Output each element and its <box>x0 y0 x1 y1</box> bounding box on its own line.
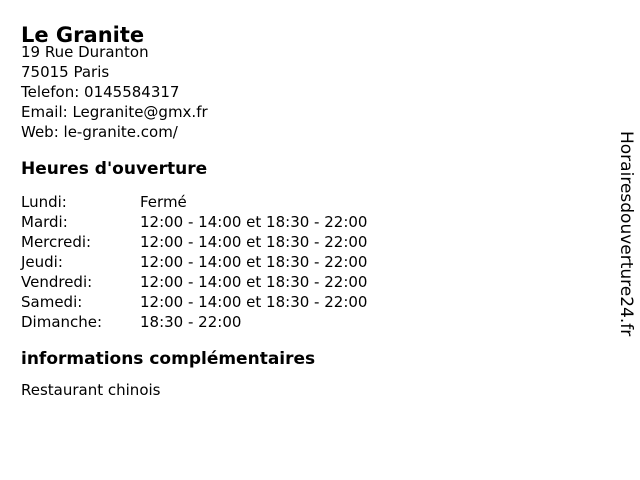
day-label: Lundi: <box>21 193 67 211</box>
opening-hours-table: Lundi: Fermé Mardi: 12:00 - 14:00 et 18:… <box>21 192 367 332</box>
additional-info-text: Restaurant chinois <box>21 381 161 399</box>
day-times: 12:00 - 14:00 et 18:30 - 22:00 <box>140 213 368 231</box>
hours-row-mardi: Mardi: 12:00 - 14:00 et 18:30 - 22:00 <box>21 212 367 232</box>
day-label: Mercredi: <box>21 233 92 251</box>
web-line: Web: le-granite.com/ <box>21 123 178 141</box>
address-street: 19 Rue Duranton <box>21 43 149 61</box>
day-label: Dimanche: <box>21 313 103 331</box>
additional-info-heading: informations complémentaires <box>21 349 316 369</box>
day-times: 12:00 - 14:00 et 18:30 - 22:00 <box>140 233 368 251</box>
hours-row-mercredi: Mercredi: 12:00 - 14:00 et 18:30 - 22:00 <box>21 232 367 252</box>
day-label: Samedi: <box>21 293 83 311</box>
day-times: 18:30 - 22:00 <box>140 313 242 331</box>
day-label: Vendredi: <box>21 273 93 291</box>
day-times: Fermé <box>140 193 187 211</box>
hours-row-dimanche: Dimanche: 18:30 - 22:00 <box>21 312 367 332</box>
site-watermark: Horairesdouverture24.fr <box>616 131 636 337</box>
business-name: Le Granite <box>21 23 145 48</box>
hours-row-jeudi: Jeudi: 12:00 - 14:00 et 18:30 - 22:00 <box>21 252 367 272</box>
hours-row-lundi: Lundi: Fermé <box>21 192 367 212</box>
hours-row-samedi: Samedi: 12:00 - 14:00 et 18:30 - 22:00 <box>21 292 367 312</box>
email-line: Email: Legranite@gmx.fr <box>21 103 208 121</box>
day-times: 12:00 - 14:00 et 18:30 - 22:00 <box>140 273 368 291</box>
hours-row-vendredi: Vendredi: 12:00 - 14:00 et 18:30 - 22:00 <box>21 272 367 292</box>
phone-line: Telefon: 0145584317 <box>21 83 180 101</box>
day-label: Mardi: <box>21 213 68 231</box>
day-label: Jeudi: <box>21 253 63 271</box>
day-times: 12:00 - 14:00 et 18:30 - 22:00 <box>140 293 368 311</box>
day-times: 12:00 - 14:00 et 18:30 - 22:00 <box>140 253 368 271</box>
opening-hours-heading: Heures d'ouverture <box>21 159 208 179</box>
contact-block: 19 Rue Duranton 75015 Paris Telefon: 014… <box>21 42 208 142</box>
address-city: 75015 Paris <box>21 63 110 81</box>
